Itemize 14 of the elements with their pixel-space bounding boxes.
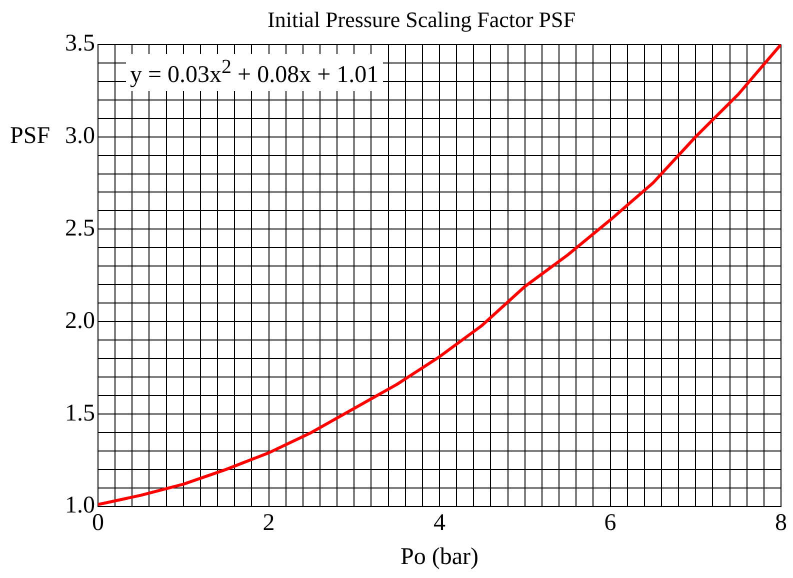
chart-title: Initial Pressure Scaling Factor PSF (268, 6, 576, 32)
y-tick-label: 3.5 (65, 30, 95, 57)
y-axis-title: PSF (10, 123, 50, 150)
x-axis-title: Po (bar) (400, 544, 478, 570)
y-tick-label: 2.5 (65, 215, 95, 242)
y-tick-label: 1.5 (65, 400, 95, 426)
x-tick-label: 6 (604, 510, 616, 536)
annotation: y = 0.03x$^{2}$ + 0.08x + 1.01 (126, 54, 383, 92)
x-tick-label: 8 (775, 510, 787, 536)
y-tick-label: 2.0 (65, 308, 95, 334)
x-tick-label: 0 (92, 510, 104, 536)
x-tick-label: 4 (434, 510, 446, 536)
y-tick-label: 3.0 (65, 123, 95, 150)
x-tick-label: 2 (262, 510, 275, 536)
